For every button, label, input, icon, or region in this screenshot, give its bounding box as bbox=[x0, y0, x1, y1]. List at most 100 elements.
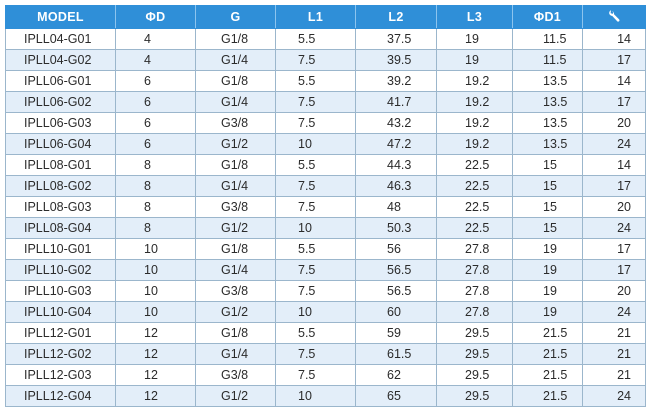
cell-d: 8 bbox=[115, 217, 196, 239]
cell-model: IPLL06-G02 bbox=[5, 91, 116, 113]
cell-d1: 21.5 bbox=[512, 385, 583, 407]
table-row: IPLL06-G01 6 G1/8 5.5 39.2 19.2 13.5 14 bbox=[5, 70, 646, 92]
cell-wrench-size: 14 bbox=[582, 154, 646, 176]
cell-model: IPLL10-G01 bbox=[5, 238, 116, 260]
cell-l2: 56.5 bbox=[355, 280, 437, 302]
table-row: IPLL08-G02 8 G1/4 7.5 46.3 22.5 15 17 bbox=[5, 175, 646, 197]
cell-d: 8 bbox=[115, 154, 196, 176]
cell-d: 4 bbox=[115, 49, 196, 71]
cell-g: G1/2 bbox=[195, 301, 276, 323]
cell-model: IPLL12-G03 bbox=[5, 364, 116, 386]
cell-model: IPLL12-G01 bbox=[5, 322, 116, 344]
cell-l1: 10 bbox=[275, 133, 356, 155]
header-l2: L2 bbox=[355, 5, 437, 29]
cell-l3: 22.5 bbox=[436, 154, 513, 176]
cell-model: IPLL06-G01 bbox=[5, 70, 116, 92]
cell-l1: 7.5 bbox=[275, 280, 356, 302]
table-row: IPLL12-G02 12 G1/4 7.5 61.5 29.5 21.5 21 bbox=[5, 343, 646, 365]
header-model: MODEL bbox=[5, 5, 116, 29]
cell-l1: 7.5 bbox=[275, 112, 356, 134]
header-l3: L3 bbox=[436, 5, 513, 29]
cell-l3: 22.5 bbox=[436, 217, 513, 239]
cell-l1: 7.5 bbox=[275, 343, 356, 365]
cell-l2: 43.2 bbox=[355, 112, 437, 134]
cell-l2: 50.3 bbox=[355, 217, 437, 239]
table-row: IPLL04-G01 4 G1/8 5.5 37.5 19 11.5 14 bbox=[5, 28, 646, 50]
cell-g: G1/4 bbox=[195, 259, 276, 281]
cell-d1: 11.5 bbox=[512, 49, 583, 71]
cell-g: G1/8 bbox=[195, 322, 276, 344]
cell-l3: 29.5 bbox=[436, 322, 513, 344]
cell-wrench-size: 24 bbox=[582, 217, 646, 239]
cell-model: IPLL08-G04 bbox=[5, 217, 116, 239]
cell-l3: 22.5 bbox=[436, 196, 513, 218]
cell-model: IPLL04-G01 bbox=[5, 28, 116, 50]
cell-d: 12 bbox=[115, 343, 196, 365]
cell-d1: 13.5 bbox=[512, 133, 583, 155]
table-row: IPLL06-G03 6 G3/8 7.5 43.2 19.2 13.5 20 bbox=[5, 112, 646, 134]
wrench-icon bbox=[608, 9, 621, 26]
cell-l2: 47.2 bbox=[355, 133, 437, 155]
cell-g: G1/4 bbox=[195, 343, 276, 365]
table-row: IPLL08-G01 8 G1/8 5.5 44.3 22.5 15 14 bbox=[5, 154, 646, 176]
table-row: IPLL12-G03 12 G3/8 7.5 62 29.5 21.5 21 bbox=[5, 364, 646, 386]
cell-l1: 5.5 bbox=[275, 154, 356, 176]
cell-wrench-size: 20 bbox=[582, 280, 646, 302]
table-row: IPLL10-G02 10 G1/4 7.5 56.5 27.8 19 17 bbox=[5, 259, 646, 281]
cell-model: IPLL06-G03 bbox=[5, 112, 116, 134]
cell-wrench-size: 24 bbox=[582, 385, 646, 407]
cell-l1: 7.5 bbox=[275, 175, 356, 197]
cell-g: G1/2 bbox=[195, 385, 276, 407]
header-d1: ΦD1 bbox=[512, 5, 583, 29]
cell-l1: 5.5 bbox=[275, 70, 356, 92]
cell-d1: 19 bbox=[512, 259, 583, 281]
cell-wrench-size: 21 bbox=[582, 364, 646, 386]
cell-l3: 29.5 bbox=[436, 364, 513, 386]
cell-d1: 15 bbox=[512, 217, 583, 239]
cell-l2: 41.7 bbox=[355, 91, 437, 113]
cell-l2: 39.5 bbox=[355, 49, 437, 71]
cell-l2: 46.3 bbox=[355, 175, 437, 197]
cell-g: G1/4 bbox=[195, 175, 276, 197]
cell-d: 10 bbox=[115, 280, 196, 302]
cell-d: 12 bbox=[115, 385, 196, 407]
cell-d1: 13.5 bbox=[512, 70, 583, 92]
cell-d: 12 bbox=[115, 364, 196, 386]
cell-l2: 39.2 bbox=[355, 70, 437, 92]
cell-d1: 21.5 bbox=[512, 343, 583, 365]
cell-g: G1/8 bbox=[195, 154, 276, 176]
table-row: IPLL06-G02 6 G1/4 7.5 41.7 19.2 13.5 17 bbox=[5, 91, 646, 113]
cell-l2: 44.3 bbox=[355, 154, 437, 176]
cell-model: IPLL08-G03 bbox=[5, 196, 116, 218]
cell-d1: 15 bbox=[512, 196, 583, 218]
cell-g: G1/2 bbox=[195, 133, 276, 155]
cell-g: G3/8 bbox=[195, 196, 276, 218]
cell-model: IPLL12-G04 bbox=[5, 385, 116, 407]
cell-l2: 48 bbox=[355, 196, 437, 218]
cell-d1: 13.5 bbox=[512, 91, 583, 113]
cell-wrench-size: 17 bbox=[582, 238, 646, 260]
cell-l3: 29.5 bbox=[436, 343, 513, 365]
cell-l3: 19.2 bbox=[436, 112, 513, 134]
cell-model: IPLL06-G04 bbox=[5, 133, 116, 155]
cell-d1: 21.5 bbox=[512, 364, 583, 386]
table-row: IPLL12-G04 12 G1/2 10 65 29.5 21.5 24 bbox=[5, 385, 646, 407]
cell-wrench-size: 17 bbox=[582, 91, 646, 113]
cell-l1: 7.5 bbox=[275, 196, 356, 218]
cell-l3: 27.8 bbox=[436, 301, 513, 323]
cell-l3: 19 bbox=[436, 49, 513, 71]
cell-g: G1/2 bbox=[195, 217, 276, 239]
cell-wrench-size: 17 bbox=[582, 49, 646, 71]
cell-d: 6 bbox=[115, 133, 196, 155]
cell-d: 10 bbox=[115, 259, 196, 281]
cell-g: G3/8 bbox=[195, 364, 276, 386]
cell-g: G3/8 bbox=[195, 112, 276, 134]
cell-l2: 56.5 bbox=[355, 259, 437, 281]
header-l1: L1 bbox=[275, 5, 356, 29]
cell-d1: 19 bbox=[512, 238, 583, 260]
cell-d: 6 bbox=[115, 112, 196, 134]
cell-model: IPLL08-G01 bbox=[5, 154, 116, 176]
cell-l1: 5.5 bbox=[275, 322, 356, 344]
cell-d: 10 bbox=[115, 301, 196, 323]
cell-g: G3/8 bbox=[195, 280, 276, 302]
